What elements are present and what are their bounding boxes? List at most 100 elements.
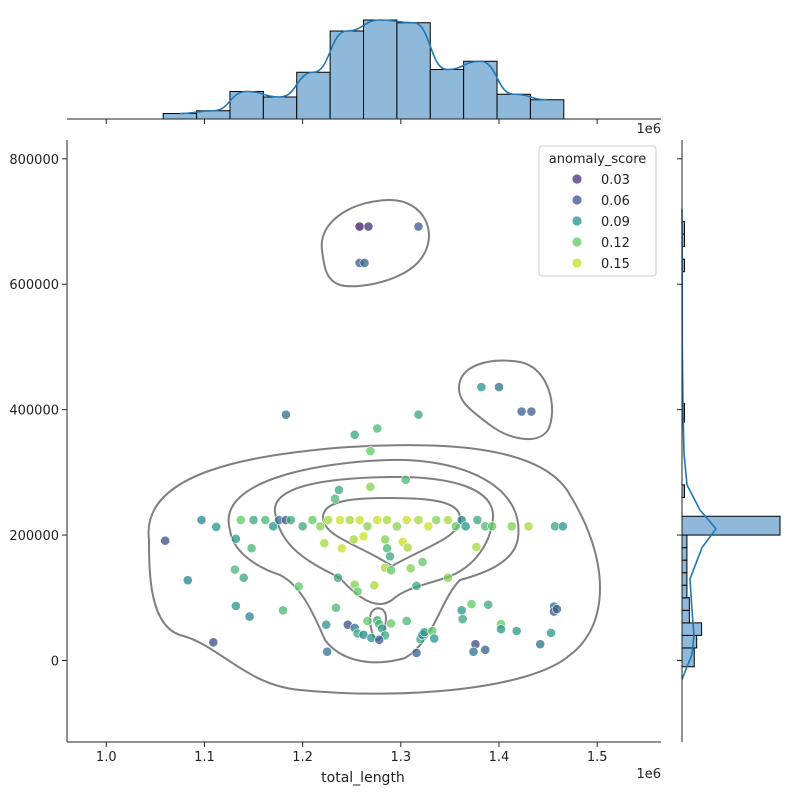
x-tick-label: 1.5 [587, 750, 608, 765]
x-tick-label: 1.0 [96, 750, 117, 765]
right-hist-bar [681, 609, 690, 624]
y-tick-label: 800000 [9, 153, 59, 168]
top-hist-bar [496, 93, 531, 120]
legend-label: 0.09 [601, 215, 630, 230]
scatter-point [229, 564, 240, 575]
scatter-point [471, 542, 482, 552]
x-tick-label: 1.2 [292, 750, 313, 765]
scatter-point [211, 522, 222, 532]
top-hist-bar [429, 69, 465, 120]
legend-marker [572, 174, 582, 184]
scatter-point [401, 515, 412, 525]
scatter-point [362, 521, 373, 532]
scatter-point [293, 581, 304, 592]
scatter-point [413, 515, 424, 525]
scatter-point [208, 637, 219, 648]
scatter-point [423, 521, 434, 532]
legend-marker [572, 195, 582, 205]
scatter-point [431, 515, 442, 525]
kde-contours [147, 198, 601, 695]
scatter-point [315, 521, 326, 532]
scatter-point [535, 639, 546, 650]
scatter-point [365, 481, 376, 492]
y-tick-label: 600000 [9, 278, 59, 293]
top-hist-bar [329, 30, 365, 120]
right-hist-bar [681, 584, 688, 599]
scatter-point [337, 543, 347, 554]
scatter-point [363, 221, 374, 232]
x-tick-label: 1.4 [489, 750, 510, 765]
scatter-point [552, 604, 562, 614]
scatter-point [382, 515, 392, 525]
scatter-point [321, 619, 332, 630]
scatter-point [297, 521, 308, 532]
y-tick-label: 200000 [9, 529, 59, 544]
scatter-point [374, 634, 385, 645]
top-marginal-histogram: 1e6 [67, 19, 661, 137]
scatter-point [401, 616, 412, 626]
scatter-point [457, 614, 468, 624]
scatter-point [385, 551, 395, 562]
scatter-point [362, 616, 373, 626]
scatter-point [182, 575, 193, 586]
scatter-point [382, 543, 392, 554]
legend-box [538, 145, 657, 277]
scatter-point [494, 382, 504, 392]
scatter-point [476, 382, 487, 392]
scatter-point [483, 599, 494, 610]
scatter-point [331, 602, 341, 613]
scatter-point [354, 221, 365, 232]
legend-title: anomaly_score [549, 152, 647, 167]
scatter-point [323, 515, 334, 525]
top-hist-bar [363, 19, 398, 120]
scatter-point [391, 521, 402, 532]
y-tick-label: 400000 [9, 404, 59, 419]
top-x-offset-label: 1e6 [636, 122, 661, 137]
scatter-point [196, 515, 207, 525]
scatter-point [443, 515, 453, 525]
scatter-point [372, 423, 383, 434]
scatter-point [516, 406, 527, 417]
right-hist-bar [681, 534, 688, 549]
scatter-point [411, 648, 422, 658]
scatter-point [330, 493, 340, 504]
scatter-point [359, 258, 370, 268]
scatter-point [496, 624, 506, 635]
scatter-point [334, 485, 344, 495]
scatter-point [358, 531, 369, 542]
top-hist-bar [396, 22, 431, 120]
kde-contour-right [457, 359, 554, 441]
top-hist-bar [529, 99, 565, 120]
scatter-point [443, 572, 453, 583]
right-hist-bar [681, 559, 688, 574]
legend-label: 0.12 [601, 236, 630, 251]
legend-label: 0.03 [601, 173, 630, 188]
legend: anomaly_score 0.03 0.06 0.09 0.12 0.15 [538, 145, 657, 277]
scatter-point [235, 515, 246, 525]
right-hist-bar [681, 515, 781, 536]
scatter-point [230, 533, 241, 544]
right-hist-bar [681, 597, 690, 611]
scatter-point [349, 429, 360, 440]
scatter-point [413, 221, 424, 232]
scatter-point [285, 515, 296, 525]
top-kde-curve [179, 19, 548, 115]
scatter-point [456, 605, 467, 616]
scatter-point [372, 515, 383, 525]
right-hist-bar [681, 572, 688, 586]
scatter-point [365, 446, 376, 456]
legend-marker [572, 237, 582, 247]
kde-contour-top [320, 198, 430, 288]
scatter-point [472, 515, 483, 525]
scatter-point [260, 515, 271, 525]
scatter-point [411, 580, 422, 591]
scatter-point [369, 580, 380, 591]
right-hist-bar [681, 622, 703, 636]
scatter-point [523, 521, 534, 532]
scatter-point [248, 515, 259, 525]
scatter-point [278, 605, 288, 616]
scatter-point [466, 599, 477, 609]
scatter-point [268, 521, 279, 532]
axes: 1.0 1.1 1.2 1.3 1.4 1.5 0 200000 400000 600000 800… [9, 140, 661, 786]
scatter-point [322, 646, 333, 657]
